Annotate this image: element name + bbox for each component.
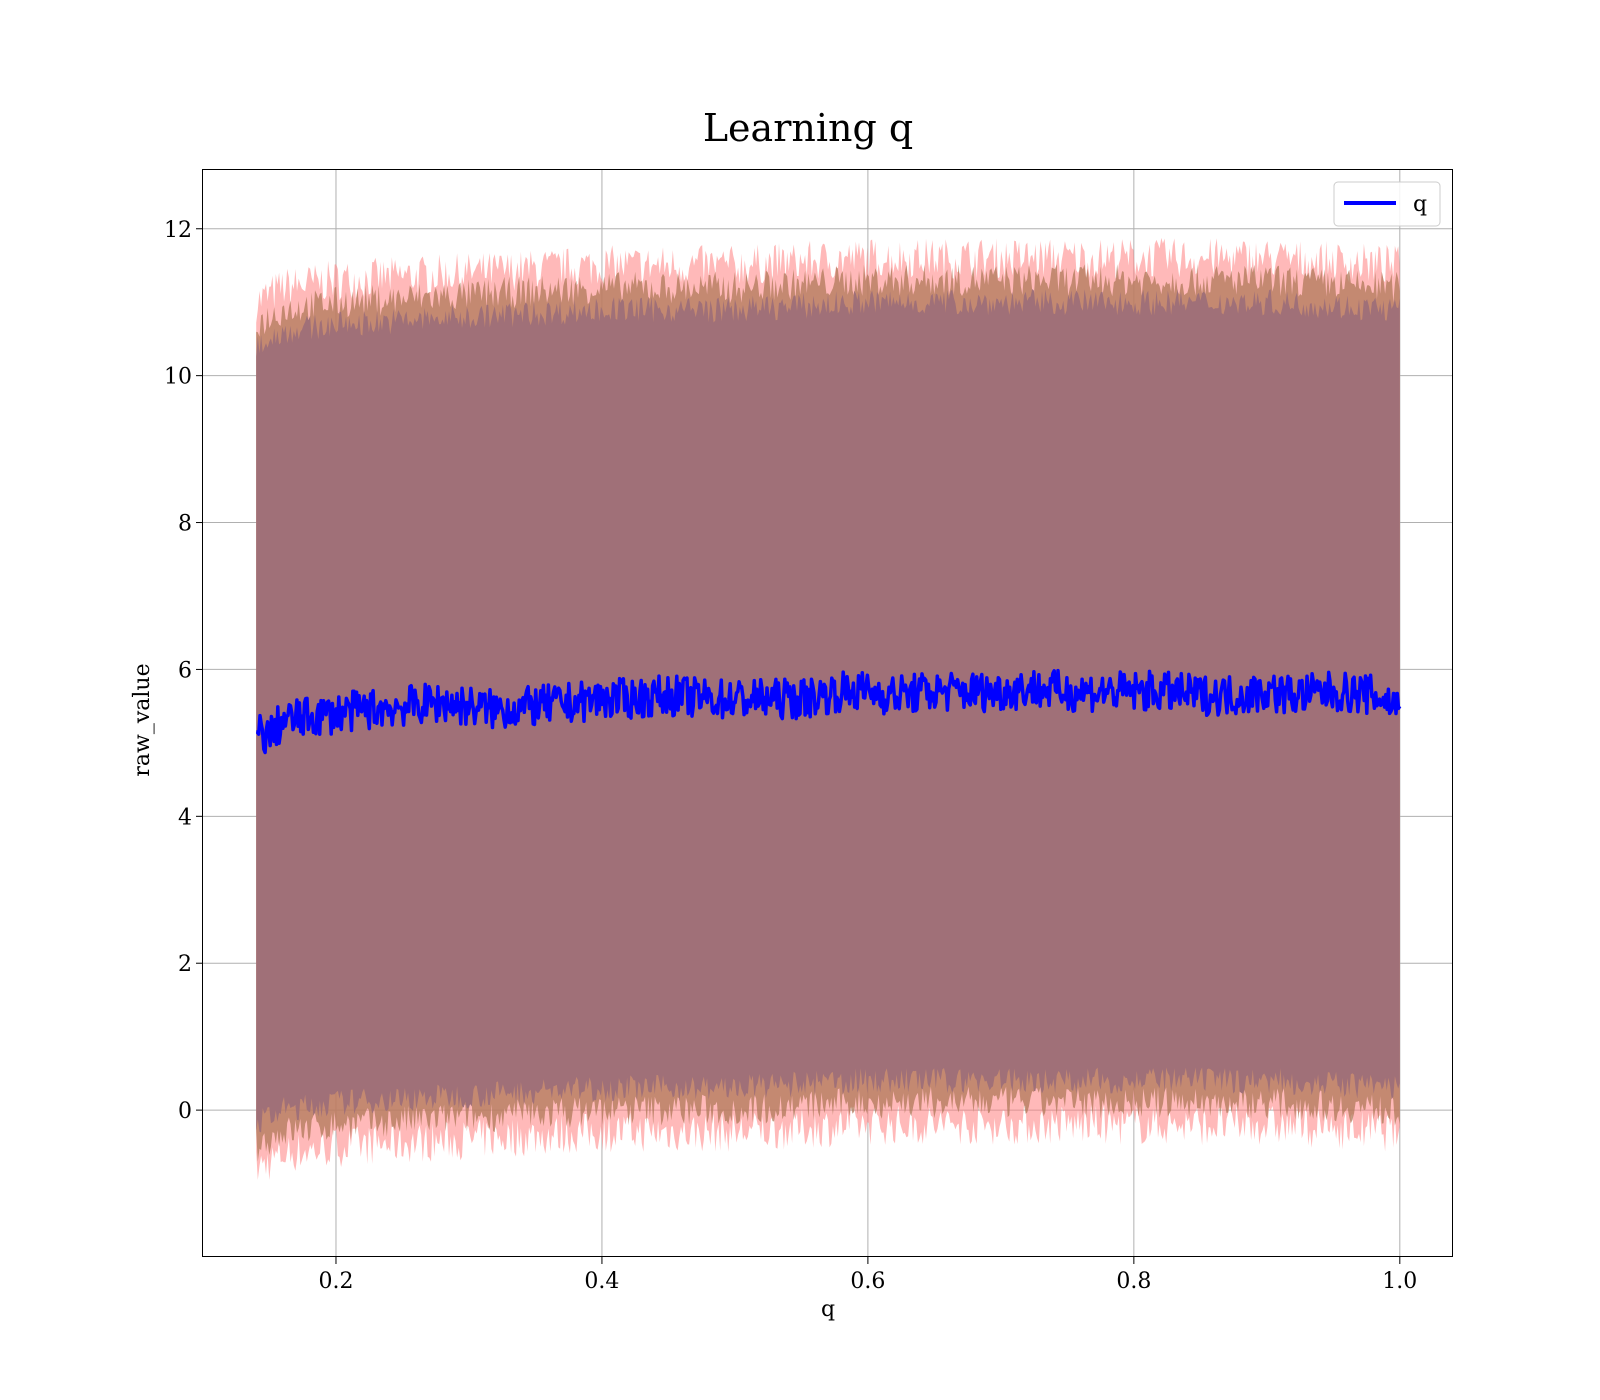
y-tick-label: 0 — [178, 1099, 192, 1124]
tick-layer: 0.2 0.4 0.6 0.8 1.0 0 2 4 6 8 10 12 — [164, 218, 1417, 1294]
chart-title: Learning q — [703, 106, 913, 150]
y-tick-label: 12 — [164, 218, 192, 243]
y-tick-label: 2 — [178, 952, 192, 977]
series-line-q — [255, 668, 1402, 755]
y-tick-label: 10 — [164, 365, 192, 390]
x-axis-label: q — [821, 1297, 835, 1322]
x-tick-label: 0.8 — [1116, 1269, 1151, 1294]
x-tick-label: 0.4 — [584, 1269, 619, 1294]
plot-frame — [202, 169, 1453, 1257]
line-layer — [255, 668, 1402, 755]
y-tick-label: 6 — [178, 658, 192, 683]
y-axis-label: raw_value — [130, 663, 155, 776]
legend: q — [1333, 181, 1441, 227]
legend-label: q — [1413, 192, 1427, 217]
y-tick-label: 4 — [178, 805, 192, 830]
x-tick-label: 1.0 — [1382, 1269, 1417, 1294]
x-tick-label: 0.2 — [318, 1269, 353, 1294]
y-tick-label: 8 — [178, 512, 192, 537]
x-tick-label: 0.6 — [850, 1269, 885, 1294]
